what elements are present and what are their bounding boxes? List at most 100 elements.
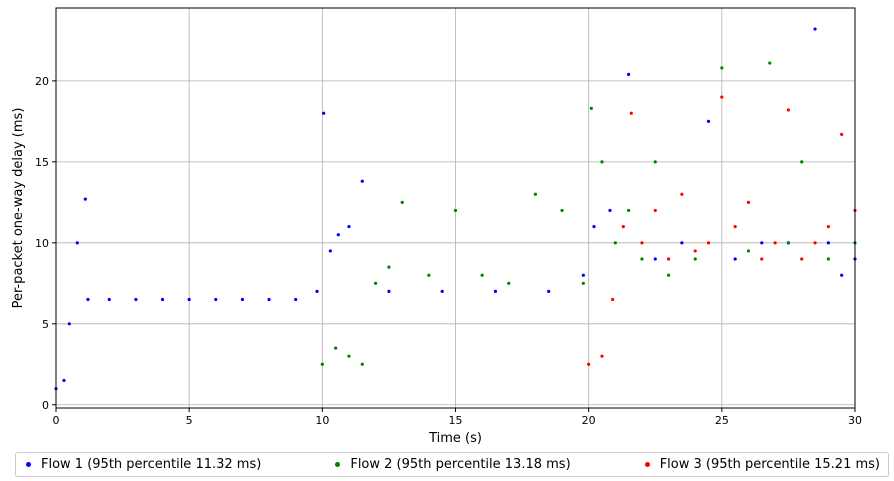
series-2-point (360, 362, 364, 366)
series-3-point (746, 200, 751, 204)
y-axis-label: Per-packet one-way delay (ms) (11, 108, 26, 309)
series-2-point (627, 208, 631, 213)
series-3-point (666, 257, 671, 261)
legend-item-flow-2: Flow 2 (95th percentile 13.18 ms) (335, 457, 571, 472)
series-1-point (240, 297, 245, 302)
series-1-point (387, 289, 391, 294)
x-tick-label: 0 (53, 414, 60, 427)
series-3-point (693, 249, 697, 253)
series-3-point (813, 241, 817, 245)
series-1-point (581, 273, 585, 277)
series-2-point (768, 61, 772, 65)
x-tick-label: 25 (715, 414, 729, 427)
y-tick-label: 0 (42, 399, 49, 412)
series-2-point (374, 281, 378, 285)
series-1-point (733, 257, 737, 261)
series-3-point (653, 208, 657, 213)
series-3-point (773, 241, 777, 245)
series-1-point (680, 241, 684, 245)
y-tick-label: 5 (42, 318, 49, 331)
series-2-point (560, 208, 564, 213)
series-2-point (666, 273, 671, 277)
series-3-point (611, 297, 615, 302)
series-1-point (347, 225, 351, 229)
series-2-point (400, 200, 404, 204)
series-3-point (706, 241, 711, 245)
series-1-point (67, 322, 71, 326)
series-2-point (653, 160, 657, 164)
series-1-point (160, 297, 165, 302)
legend: Flow 1 (95th percentile 11.32 ms) Flow 2… (15, 452, 889, 477)
series-1-point (86, 297, 90, 302)
legend-item-flow-1: Flow 1 (95th percentile 11.32 ms) (26, 457, 261, 472)
series-1-point (294, 297, 298, 302)
series-2-point (613, 241, 617, 245)
series-2-point (720, 66, 724, 70)
series-3-point (760, 257, 764, 261)
series-2-point (453, 208, 458, 213)
x-tick-label: 20 (582, 414, 596, 427)
series-3-point (621, 225, 625, 229)
axis-ticks: 0 5 10 15 20 25 30 0 5 10 15 20 (35, 75, 862, 427)
y-tick-label: 15 (35, 156, 49, 169)
x-tick-label: 15 (449, 414, 463, 427)
data-points (54, 27, 857, 391)
series-2-point (693, 257, 697, 261)
series-3-point (826, 225, 830, 229)
legend-marker-flow-3 (644, 462, 650, 467)
series-1-point (62, 378, 66, 383)
series-1-point (813, 27, 817, 31)
series-3-point (800, 257, 804, 261)
series-1-point (760, 241, 764, 245)
series-1-point (826, 241, 830, 245)
series-2-point (347, 354, 351, 358)
x-tick-label: 10 (315, 414, 329, 427)
series-2-point (786, 241, 791, 245)
series-1-point (653, 257, 657, 261)
series-1-point (608, 208, 612, 213)
series-1-point (493, 289, 498, 294)
series-1-point (214, 297, 218, 302)
grid (55, 8, 856, 408)
series-3-point (786, 108, 791, 112)
series-2-point (640, 257, 644, 261)
series-1-point (592, 225, 596, 229)
series-2-point (427, 273, 431, 277)
series-2-point (320, 362, 324, 366)
series-1-point (83, 197, 87, 201)
series-1-point (322, 111, 326, 115)
series-3-point (840, 132, 844, 136)
series-1-point (107, 297, 111, 302)
legend-item-flow-3: Flow 3 (95th percentile 15.21 ms) (644, 457, 880, 472)
series-2-point (480, 273, 484, 277)
series-2-point (746, 249, 751, 253)
series-2-point (507, 281, 511, 285)
x-tick-label: 5 (186, 414, 193, 427)
legend-label-flow-2: Flow 2 (95th percentile 13.18 ms) (350, 457, 571, 472)
series-1-point (328, 249, 332, 253)
series-2-point (387, 265, 391, 269)
series-3-point (720, 95, 724, 99)
series-1-point (187, 297, 191, 302)
series-2-point (589, 106, 593, 111)
series-1-point (267, 297, 271, 302)
y-tick-label: 10 (35, 237, 49, 250)
series-2-point (800, 160, 804, 164)
series-3-point (587, 362, 591, 366)
x-tick-label: 30 (848, 414, 862, 427)
series-1-point (75, 241, 79, 245)
series-3-point (629, 111, 633, 115)
series-2-point (600, 160, 604, 164)
series-1-point (627, 72, 631, 76)
legend-label-flow-3: Flow 3 (95th percentile 15.21 ms) (659, 457, 880, 472)
series-1-point (134, 297, 138, 302)
series-2-point (581, 281, 585, 285)
series-3-point (733, 225, 737, 229)
series-1-point (840, 273, 844, 277)
series-2-point (533, 192, 538, 196)
series-2-point (334, 346, 338, 350)
series-1-point (360, 179, 364, 183)
series-1-point (315, 289, 319, 294)
y-tick-label: 20 (35, 75, 49, 88)
